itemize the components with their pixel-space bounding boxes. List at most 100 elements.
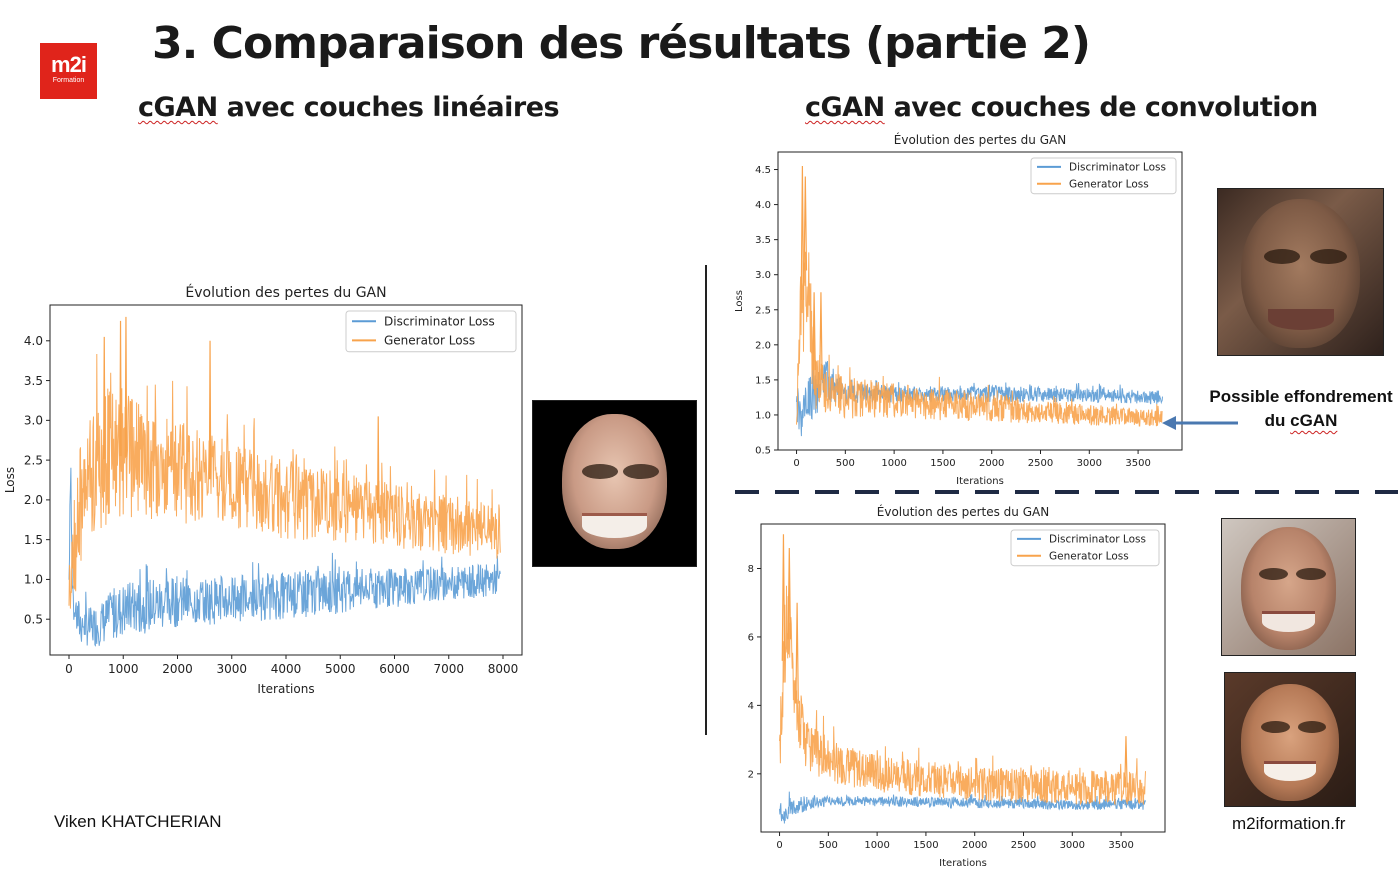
y-tick-label: 3.5 xyxy=(24,374,43,388)
arrow-icon xyxy=(1162,416,1238,430)
y-tick-label: 2.0 xyxy=(24,493,43,507)
face-linear-right-eye xyxy=(622,463,659,479)
chart-linear-svg: Évolution des pertes du GAN 0 1000 2000 3000… xyxy=(3,284,523,696)
y-tick-label: 3.5 xyxy=(755,235,771,246)
left-heading-cgan: cGAN xyxy=(138,92,218,123)
series-peak xyxy=(119,320,122,457)
y-tick-label: 1.0 xyxy=(24,573,43,587)
legend-box xyxy=(1030,157,1177,195)
series-peak xyxy=(103,336,106,460)
series-line-generator xyxy=(779,585,1146,806)
legend-label: Discriminator Loss xyxy=(1049,534,1146,546)
y-tick-label: 2 xyxy=(748,769,754,780)
plot-area xyxy=(796,166,1163,437)
series-line-discriminator xyxy=(779,791,1146,824)
plot-area xyxy=(68,316,501,647)
x-axis-label: Iterations xyxy=(956,476,1004,487)
chart-conv-bottom-svg: Évolution des pertes du GAN 0 500 1000 1500 2… xyxy=(725,504,1166,869)
generated-face-collapse xyxy=(1217,188,1384,356)
plot-frame xyxy=(760,523,1166,833)
x-tick-label: 0 xyxy=(793,458,799,469)
legend-label: Discriminator Loss xyxy=(1069,162,1166,174)
x-tick-label: 1000 xyxy=(108,662,139,676)
x-tick-label: 8000 xyxy=(488,662,519,676)
face-conv2-right-eye xyxy=(1297,720,1327,733)
legend-label: Generator Loss xyxy=(1069,178,1149,190)
dashed-divider xyxy=(735,490,1398,494)
series-peak xyxy=(208,340,212,480)
face-collapse-mouth xyxy=(1267,308,1334,331)
chart-title: Évolution des pertes du GAN xyxy=(185,284,386,301)
y-tick-label: 4 xyxy=(748,701,754,712)
annotation-line2-prefix: du xyxy=(1264,411,1291,430)
face-collapse-right-eye xyxy=(1310,248,1347,264)
y-tick-label: 0.5 xyxy=(755,446,771,457)
author-name: Viken KHATCHERIAN xyxy=(54,812,222,831)
series-peak xyxy=(812,292,816,371)
legend-box xyxy=(1010,529,1160,567)
x-tick-label: 5000 xyxy=(325,662,356,676)
generated-face-conv-2 xyxy=(1224,672,1356,807)
y-tick-label: 0.5 xyxy=(24,612,43,626)
website: m2iformation.fr xyxy=(1232,814,1346,833)
x-axis-label: Iterations xyxy=(257,682,314,696)
left-heading: cGAN avec couches linéaires xyxy=(138,92,560,123)
x-tick-label: 500 xyxy=(819,840,838,851)
legend-label: Generator Loss xyxy=(384,334,475,348)
right-heading-cgan: cGAN xyxy=(805,92,885,123)
left-heading-rest: avec couches linéaires xyxy=(217,92,560,123)
x-tick-label: 3000 xyxy=(1060,840,1085,851)
series-peak xyxy=(781,534,786,661)
plot-frame xyxy=(777,151,1183,451)
series-peak xyxy=(376,416,380,514)
annotation-line2: du cGAN xyxy=(1206,409,1396,433)
face-conv1-left-eye xyxy=(1259,567,1289,581)
series-peak xyxy=(819,292,823,380)
x-tick-label: 1500 xyxy=(913,840,938,851)
x-tick-label: 2500 xyxy=(1011,840,1036,851)
slide-title: 3. Comparaison des résultats (partie 2) xyxy=(152,18,1091,69)
x-tick-label: 3000 xyxy=(216,662,247,676)
series-line-generator xyxy=(796,251,1163,427)
x-tick-label: 1000 xyxy=(864,840,889,851)
y-tick-label: 1.0 xyxy=(755,410,771,421)
right-heading: cGAN avec couches de convolution xyxy=(805,92,1318,123)
logo-main-text: m2i xyxy=(51,52,87,77)
generated-face-linear xyxy=(532,400,697,567)
series-peak xyxy=(795,602,799,704)
x-tick-label: 7000 xyxy=(433,662,464,676)
x-tick-label: 500 xyxy=(836,458,855,469)
y-tick-label: 2.5 xyxy=(755,305,771,316)
y-tick-label: 4.0 xyxy=(755,200,771,211)
x-tick-label: 2000 xyxy=(979,458,1004,469)
m2i-logo: m2i Formation xyxy=(40,43,97,99)
y-tick-label: 4.0 xyxy=(24,334,43,348)
y-tick-label: 8 xyxy=(748,564,754,575)
face-conv2-left-eye xyxy=(1261,720,1290,733)
x-tick-label: 2500 xyxy=(1028,458,1053,469)
annotation-line2-word: cGAN xyxy=(1290,411,1338,430)
series-peak xyxy=(787,547,792,640)
plot-area xyxy=(779,534,1146,824)
series-line-generator xyxy=(68,353,501,609)
x-tick-label: 3500 xyxy=(1108,840,1133,851)
y-tick-label: 3.0 xyxy=(755,270,771,281)
chart-conv-top: Évolution des pertes du GAN 0 500 1000 1500 2… xyxy=(730,126,1190,488)
series-peak xyxy=(1124,736,1128,788)
face-linear-left-eye xyxy=(581,463,618,479)
x-tick-label: 2000 xyxy=(962,840,987,851)
legend-label: Generator Loss xyxy=(1049,550,1129,562)
face-conv2-skin xyxy=(1240,683,1340,801)
series-peak xyxy=(803,176,808,271)
x-tick-label: 3500 xyxy=(1125,458,1150,469)
vertical-divider xyxy=(705,265,707,735)
series-line-discriminator xyxy=(68,467,501,647)
y-tick-label: 3.0 xyxy=(24,414,43,428)
chart-conv-top-svg: Évolution des pertes du GAN 0 500 1000 1500 2… xyxy=(734,132,1183,487)
annotation-line1: Possible effondrement xyxy=(1209,387,1393,406)
y-axis-label: Loss xyxy=(3,467,17,493)
x-tick-label: 1500 xyxy=(930,458,955,469)
x-tick-label: 1000 xyxy=(881,458,906,469)
series-peak xyxy=(800,166,805,300)
chart-conv-bottom: Évolution des pertes du GAN 0 500 1000 1500 2… xyxy=(725,500,1185,870)
